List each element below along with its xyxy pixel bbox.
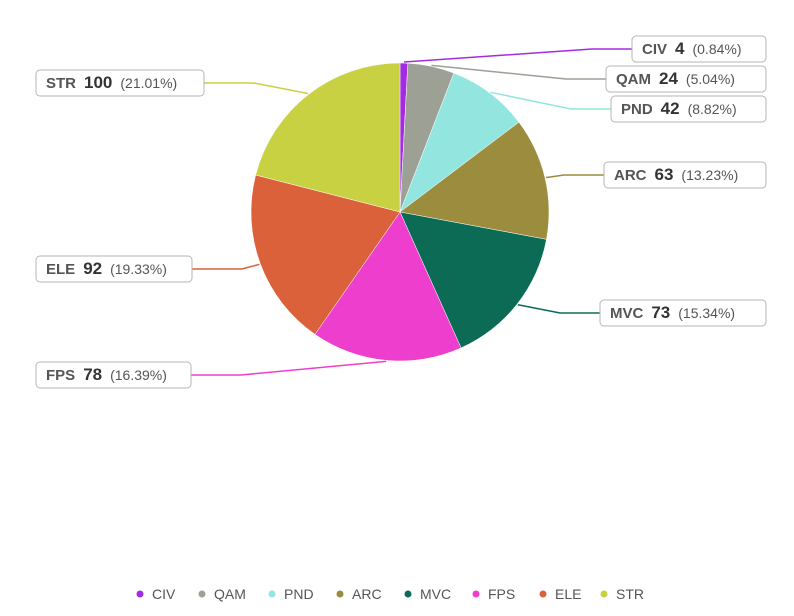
label-text: MVC 73 (15.34%) bbox=[610, 303, 735, 322]
label-box bbox=[610, 95, 767, 123]
label-value: 63 bbox=[655, 165, 674, 184]
label-text: FPS 78 (16.39%) bbox=[46, 365, 167, 384]
label-category: ARC bbox=[614, 167, 647, 184]
label-text: STR 100 (21.01%) bbox=[46, 73, 177, 92]
legend-label: STR bbox=[616, 586, 644, 602]
label-box bbox=[35, 69, 205, 97]
legend-label: FPS bbox=[488, 586, 515, 602]
slice-label-arc: ARC 63 (13.23%) bbox=[603, 161, 767, 189]
pie-slice-fps bbox=[314, 211, 462, 362]
label-text: ARC 63 (13.23%) bbox=[614, 165, 738, 184]
label-percent: (0.84%) bbox=[692, 41, 741, 57]
label-percent: (15.34%) bbox=[678, 305, 735, 321]
leader-line-arc bbox=[545, 174, 604, 179]
leader-line-fps bbox=[191, 360, 387, 376]
leader-line-ele bbox=[192, 263, 260, 270]
pie-slice-mvc bbox=[399, 211, 547, 349]
slice-labels: CIV 4 (0.84%) QAM 24 (5.04%) PND 42 (8.82%) ARC 63… bbox=[35, 35, 767, 389]
leader-line-pnd bbox=[490, 91, 611, 110]
label-category: QAM bbox=[616, 71, 651, 88]
label-percent: (16.39%) bbox=[110, 367, 167, 383]
pie-slices bbox=[250, 62, 550, 362]
label-category: MVC bbox=[610, 305, 644, 322]
legend-marker bbox=[198, 590, 206, 598]
label-text: QAM 24 (5.04%) bbox=[616, 69, 735, 88]
label-category: FPS bbox=[46, 367, 75, 384]
slice-label-fps: FPS 78 (16.39%) bbox=[35, 361, 192, 389]
legend-label: ELE bbox=[555, 586, 581, 602]
slice-label-ele: ELE 92 (19.33%) bbox=[35, 255, 193, 283]
label-box bbox=[35, 255, 193, 283]
label-value: 100 bbox=[84, 73, 112, 92]
slice-label-mvc: MVC 73 (15.34%) bbox=[599, 299, 767, 327]
label-text: CIV 4 (0.84%) bbox=[642, 39, 742, 58]
slice-label-civ: CIV 4 (0.84%) bbox=[631, 35, 767, 63]
legend-item-fps[interactable]: FPS bbox=[472, 586, 516, 602]
legend-item-str[interactable]: STR bbox=[600, 586, 645, 602]
label-value: 92 bbox=[83, 259, 102, 278]
legend-label: ARC bbox=[352, 586, 382, 602]
label-text: PND 42 (8.82%) bbox=[621, 99, 737, 118]
legend-marker bbox=[600, 590, 608, 598]
label-value: 73 bbox=[651, 303, 670, 322]
legend-item-ele[interactable]: ELE bbox=[539, 586, 582, 602]
label-box bbox=[605, 65, 767, 93]
label-category: PND bbox=[621, 101, 653, 118]
legend-marker bbox=[136, 590, 144, 598]
label-category: STR bbox=[46, 75, 76, 92]
legend-marker bbox=[539, 590, 547, 598]
legend-marker bbox=[268, 590, 276, 598]
legend-label: CIV bbox=[152, 586, 176, 602]
legend-label: QAM bbox=[214, 586, 246, 602]
pie-slice-arc bbox=[399, 121, 550, 240]
legend-label: MVC bbox=[420, 586, 451, 602]
label-leaders bbox=[191, 48, 632, 376]
legend-item-civ[interactable]: CIV bbox=[136, 586, 177, 602]
label-percent: (19.33%) bbox=[110, 261, 167, 277]
pie-slice-str bbox=[255, 62, 401, 213]
label-percent: (8.82%) bbox=[688, 101, 737, 117]
label-value: 4 bbox=[675, 39, 685, 58]
label-box bbox=[603, 161, 767, 189]
leader-line-str bbox=[204, 82, 309, 95]
legend-marker bbox=[404, 590, 412, 598]
label-box bbox=[35, 361, 192, 389]
label-value: 78 bbox=[83, 365, 102, 384]
slice-label-str: STR 100 (21.01%) bbox=[35, 69, 205, 97]
slice-label-pnd: PND 42 (8.82%) bbox=[610, 95, 767, 123]
slice-label-qam: QAM 24 (5.04%) bbox=[605, 65, 767, 93]
legend-item-arc[interactable]: ARC bbox=[336, 586, 382, 602]
label-category: CIV bbox=[642, 41, 667, 58]
label-value: 24 bbox=[659, 69, 678, 88]
leader-line-qam bbox=[431, 64, 606, 80]
label-box bbox=[599, 299, 767, 327]
label-percent: (13.23%) bbox=[681, 167, 738, 183]
legend: CIV QAM PND ARC MVC FPS ELE STR bbox=[136, 586, 645, 602]
legend-marker bbox=[336, 590, 344, 598]
legend-marker bbox=[472, 590, 480, 598]
leader-line-civ bbox=[403, 48, 632, 63]
label-text: ELE 92 (19.33%) bbox=[46, 259, 167, 278]
pie-slice-ele bbox=[250, 174, 401, 335]
label-percent: (21.01%) bbox=[120, 75, 177, 91]
label-percent: (5.04%) bbox=[686, 71, 735, 87]
pie-slice-pnd bbox=[399, 72, 520, 213]
leader-line-mvc bbox=[517, 304, 600, 314]
label-box bbox=[631, 35, 767, 63]
legend-label: PND bbox=[284, 586, 314, 602]
legend-item-pnd[interactable]: PND bbox=[268, 586, 314, 602]
legend-item-mvc[interactable]: MVC bbox=[404, 586, 452, 602]
legend-item-qam[interactable]: QAM bbox=[198, 586, 246, 602]
label-category: ELE bbox=[46, 261, 75, 278]
label-value: 42 bbox=[661, 99, 680, 118]
